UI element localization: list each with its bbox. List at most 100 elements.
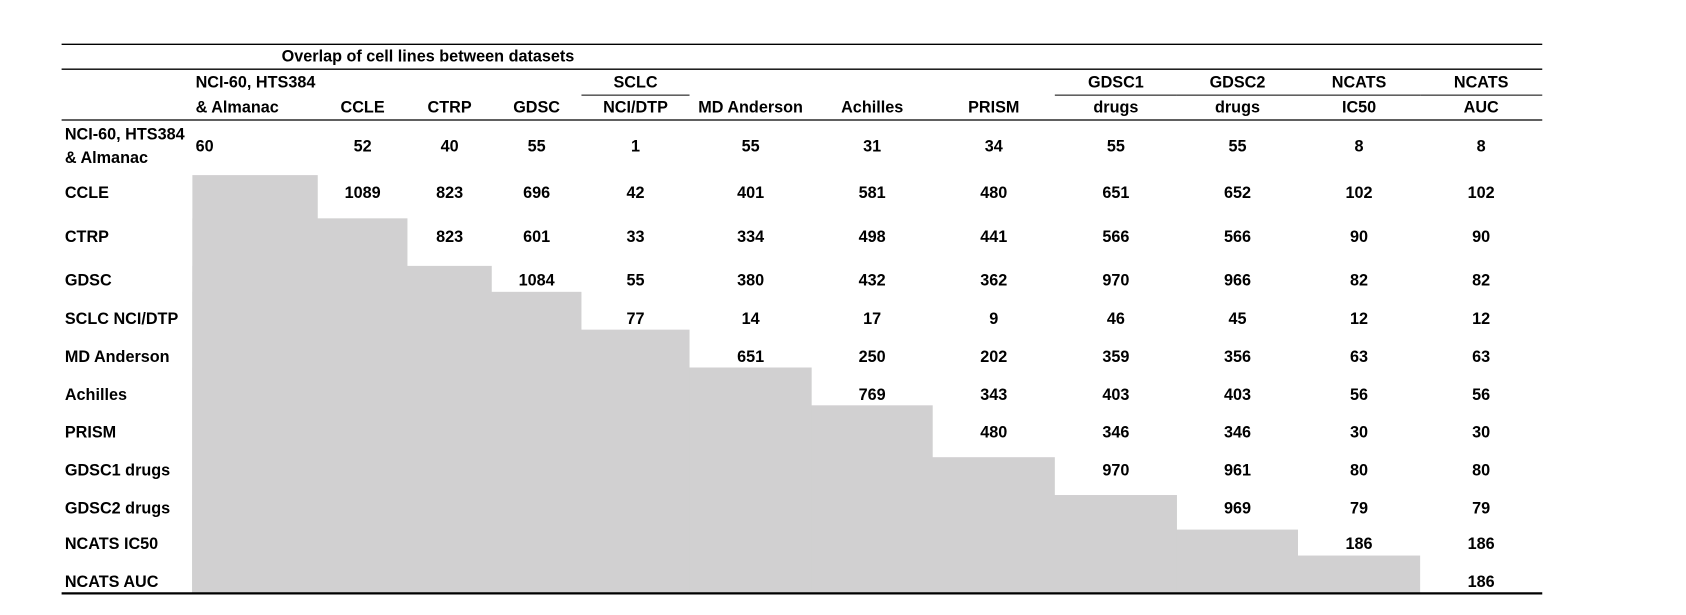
cell-value: 56 [1350, 386, 1368, 404]
empty-cell-shade [192, 175, 318, 594]
column-header: CCLE [341, 98, 385, 116]
cell-value: 696 [523, 184, 550, 202]
row-label: PRISM [65, 424, 116, 442]
column-header: AUC [1464, 98, 1499, 116]
cell-value: 52 [354, 137, 372, 155]
cell-value: 8 [1355, 137, 1364, 155]
row-label: GDSC [65, 271, 112, 289]
cell-value: 90 [1472, 228, 1490, 246]
cell-value: 12 [1472, 310, 1490, 328]
cell-value: 1084 [519, 271, 555, 289]
cell-value: 12 [1350, 310, 1368, 328]
cell-value: 250 [859, 348, 886, 366]
column-header: PRISM [968, 98, 1019, 116]
column-header: NCATS [1454, 74, 1509, 92]
cell-value: 80 [1472, 462, 1490, 480]
cell-value: 55 [626, 271, 644, 289]
column-header: NCI/DTP [603, 98, 668, 116]
cell-value: 186 [1468, 535, 1495, 553]
column-header: CTRP [428, 98, 472, 116]
cell-value: 970 [1102, 271, 1129, 289]
cell-value: 566 [1224, 228, 1251, 246]
cell-value: 60 [196, 137, 214, 155]
cell-value: 346 [1102, 424, 1129, 442]
cell-value: 63 [1350, 348, 1368, 366]
cell-value: 362 [980, 271, 1007, 289]
cell-value: 8 [1477, 137, 1486, 155]
cell-value: 63 [1472, 348, 1490, 366]
cell-value: 79 [1472, 499, 1490, 517]
cell-value: 102 [1468, 184, 1495, 202]
row-label: & Almanac [65, 149, 148, 167]
cell-value: 40 [441, 137, 459, 155]
column-header: drugs [1215, 98, 1260, 116]
cell-value: 79 [1350, 499, 1368, 517]
cell-value: 55 [528, 137, 546, 155]
column-header: MD Anderson [698, 98, 803, 116]
cell-value: 651 [737, 348, 764, 366]
cell-value: 31 [863, 137, 881, 155]
cell-value: 651 [1102, 184, 1129, 202]
cell-value: 480 [980, 424, 1007, 442]
row-label: MD Anderson [65, 348, 170, 366]
cell-value: 33 [626, 228, 644, 246]
cell-value: 17 [863, 310, 881, 328]
cell-value: 970 [1102, 462, 1129, 480]
cell-value: 14 [742, 310, 760, 328]
cell-value: 566 [1102, 228, 1129, 246]
cell-value: 56 [1472, 386, 1490, 404]
cell-value: 9 [989, 310, 998, 328]
row-label: SCLC NCI/DTP [65, 310, 179, 328]
cell-value: 498 [859, 228, 886, 246]
column-header: SCLC [613, 74, 657, 92]
column-header: GDSC1 [1088, 74, 1144, 92]
column-header: Achilles [841, 98, 903, 116]
column-header: drugs [1093, 98, 1138, 116]
cell-value: 343 [980, 386, 1007, 404]
cell-value: 46 [1107, 310, 1125, 328]
cell-value: 403 [1224, 386, 1251, 404]
cell-value: 30 [1350, 424, 1368, 442]
cell-value: 1089 [345, 184, 381, 202]
cell-value: 966 [1224, 271, 1251, 289]
cell-value: 823 [436, 228, 463, 246]
cell-value: 356 [1224, 348, 1251, 366]
cell-value: 102 [1346, 184, 1373, 202]
cell-value: 82 [1472, 271, 1490, 289]
row-label: CTRP [65, 228, 109, 246]
cell-value: 55 [1107, 137, 1125, 155]
row-label: NCI-60, HTS384 [65, 125, 185, 143]
cell-value: 186 [1468, 573, 1495, 591]
cell-value: 55 [742, 137, 760, 155]
cell-value: 401 [737, 184, 764, 202]
cell-value: 42 [626, 184, 644, 202]
cell-value: 769 [859, 386, 886, 404]
cell-value: 30 [1472, 424, 1490, 442]
cell-value: 823 [436, 184, 463, 202]
cell-value: 45 [1228, 310, 1246, 328]
column-header: GDSC [513, 98, 560, 116]
row-label: NCATS IC50 [65, 535, 158, 553]
cell-value: 82 [1350, 271, 1368, 289]
cell-value: 1 [631, 137, 640, 155]
cell-value: 186 [1346, 535, 1373, 553]
column-header: NCI-60, HTS384 [196, 74, 316, 92]
cell-value: 652 [1224, 184, 1251, 202]
cell-value: 55 [1228, 137, 1246, 155]
column-header: & Almanac [196, 98, 279, 116]
cell-value: 581 [859, 184, 886, 202]
row-label: GDSC1 drugs [65, 462, 170, 480]
cell-value: 961 [1224, 462, 1251, 480]
row-label: Achilles [65, 386, 127, 404]
cell-value: 90 [1350, 228, 1368, 246]
column-header: GDSC2 [1210, 74, 1266, 92]
cell-value: 80 [1350, 462, 1368, 480]
column-header: NCATS [1332, 74, 1387, 92]
cell-value: 359 [1102, 348, 1129, 366]
cell-value: 334 [737, 228, 764, 246]
cell-value: 380 [737, 271, 764, 289]
cell-value: 432 [859, 271, 886, 289]
row-label: CCLE [65, 184, 109, 202]
